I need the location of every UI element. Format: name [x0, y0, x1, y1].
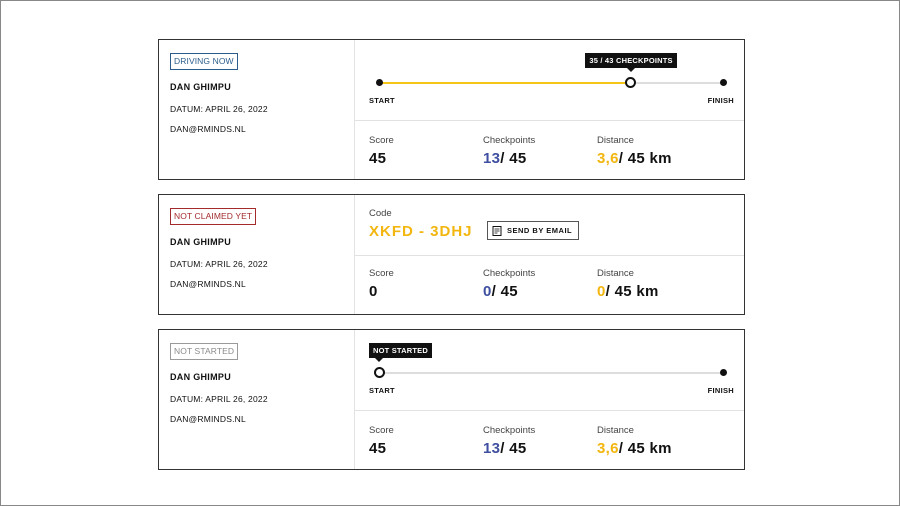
distance-count: 0: [597, 283, 606, 300]
progress-track-area: NOT STARTED START FINISH: [355, 330, 744, 411]
start-dot: [376, 79, 383, 86]
checkpoints-total: / 45: [491, 283, 518, 300]
progress-track-fill: [379, 82, 631, 84]
checkpoints-value: 0/ 45: [483, 283, 535, 300]
checkpoints-label: Checkpoints: [483, 268, 536, 279]
stats-row: Score 45 Checkpoints 13/ 45 Distance 3,6…: [355, 410, 744, 469]
finish-dot: [720, 369, 727, 376]
driver-progress-panel: 35 / 43 CHECKPOINTS START FINISH Score 4…: [355, 40, 744, 179]
checkpoints-stat: Checkpoints 0/ 45: [483, 268, 535, 300]
driver-name: DAN GHIMPU: [170, 82, 231, 92]
receipt-icon: [492, 225, 502, 236]
code-label: Code: [369, 208, 392, 219]
checkpoints-stat: Checkpoints 13/ 45: [483, 425, 535, 457]
score-stat: Score 45: [369, 135, 394, 167]
code-area: Code XKFD - 3DHJ SEND BY EMAIL: [355, 195, 744, 256]
driver-email: DAN@RMINDS.NL: [170, 124, 246, 134]
checkpoints-label: Checkpoints: [483, 425, 536, 436]
driver-card-driving: DRIVING NOW DAN GHIMPU DATUM: APRIL 26, …: [158, 39, 745, 180]
driver-code-panel: Code XKFD - 3DHJ SEND BY EMAIL Score 0: [355, 195, 744, 314]
distance-total: / 45 km: [618, 440, 672, 457]
distance-count: 3,6: [597, 150, 619, 167]
distance-value: 0/ 45 km: [597, 283, 659, 300]
driver-date: DATUM: APRIL 26, 2022: [170, 104, 268, 114]
driver-name: DAN GHIMPU: [170, 237, 231, 247]
checkpoints-stat: Checkpoints 13/ 45: [483, 135, 535, 167]
driver-info: DRIVING NOW DAN GHIMPU DATUM: APRIL 26, …: [159, 40, 355, 179]
progress-track: [379, 372, 724, 374]
score-value: 45: [369, 440, 387, 457]
driver-email: DAN@RMINDS.NL: [170, 414, 246, 424]
driver-date: DATUM: APRIL 26, 2022: [170, 394, 268, 404]
progress-tooltip: 35 / 43 CHECKPOINTS: [585, 53, 677, 72]
stats-row: Score 0 Checkpoints 0/ 45 Distance 0/ 45…: [355, 255, 744, 314]
finish-label: FINISH: [707, 386, 734, 395]
distance-label: Distance: [597, 135, 634, 146]
driver-date: DATUM: APRIL 26, 2022: [170, 259, 268, 269]
distance-value: 3,6/ 45 km: [597, 440, 672, 457]
driver-email: DAN@RMINDS.NL: [170, 279, 246, 289]
checkpoints-label: Checkpoints: [483, 135, 536, 146]
finish-label: FINISH: [707, 96, 734, 105]
distance-label: Distance: [597, 425, 634, 436]
send-by-email-button[interactable]: SEND BY EMAIL: [487, 221, 580, 240]
checkpoints-count: 13: [483, 150, 501, 167]
distance-label: Distance: [597, 268, 634, 279]
send-by-email-label: SEND BY EMAIL: [507, 226, 573, 235]
score-label: Score: [369, 425, 394, 436]
stats-row: Score 45 Checkpoints 13/ 45 Distance 3,6…: [355, 120, 744, 179]
checkpoints-count: 13: [483, 440, 501, 457]
start-label: START: [369, 386, 395, 395]
score-stat: Score 0: [369, 268, 394, 300]
driver-info: NOT STARTED DAN GHIMPU DATUM: APRIL 26, …: [159, 330, 355, 469]
distance-stat: Distance 3,6/ 45 km: [597, 425, 672, 457]
driver-name: DAN GHIMPU: [170, 372, 231, 382]
progress-track: [379, 82, 724, 84]
driver-card-not-started: NOT STARTED DAN GHIMPU DATUM: APRIL 26, …: [158, 329, 745, 470]
distance-value: 3,6/ 45 km: [597, 150, 672, 167]
distance-count: 3,6: [597, 440, 619, 457]
distance-total: / 45 km: [605, 283, 659, 300]
checkpoints-count: 0: [483, 283, 492, 300]
score-value: 45: [369, 150, 387, 167]
checkpoints-value: 13/ 45: [483, 150, 535, 167]
checkpoints-total: / 45: [500, 150, 527, 167]
progress-tooltip: NOT STARTED: [369, 343, 432, 362]
progress-track-area: 35 / 43 CHECKPOINTS START FINISH: [355, 40, 744, 121]
finish-dot: [720, 79, 727, 86]
progress-marker: [625, 77, 637, 88]
start-label: START: [369, 96, 395, 105]
claim-code: XKFD - 3DHJ: [369, 223, 473, 240]
score-value: 0: [369, 283, 378, 300]
driver-info: NOT CLAIMED YET DAN GHIMPU DATUM: APRIL …: [159, 195, 355, 314]
status-badge: NOT CLAIMED YET: [170, 208, 257, 225]
distance-total: / 45 km: [618, 150, 672, 167]
progress-marker: [373, 367, 385, 378]
status-badge: DRIVING NOW: [170, 53, 238, 70]
status-badge: NOT STARTED: [170, 343, 239, 360]
score-label: Score: [369, 135, 394, 146]
distance-stat: Distance 0/ 45 km: [597, 268, 659, 300]
driver-card-unclaimed: NOT CLAIMED YET DAN GHIMPU DATUM: APRIL …: [158, 194, 745, 315]
score-stat: Score 45: [369, 425, 394, 457]
checkpoints-value: 13/ 45: [483, 440, 535, 457]
score-label: Score: [369, 268, 394, 279]
distance-stat: Distance 3,6/ 45 km: [597, 135, 672, 167]
driver-progress-panel: NOT STARTED START FINISH Score 45 Checkp…: [355, 330, 744, 469]
checkpoints-total: / 45: [500, 440, 527, 457]
